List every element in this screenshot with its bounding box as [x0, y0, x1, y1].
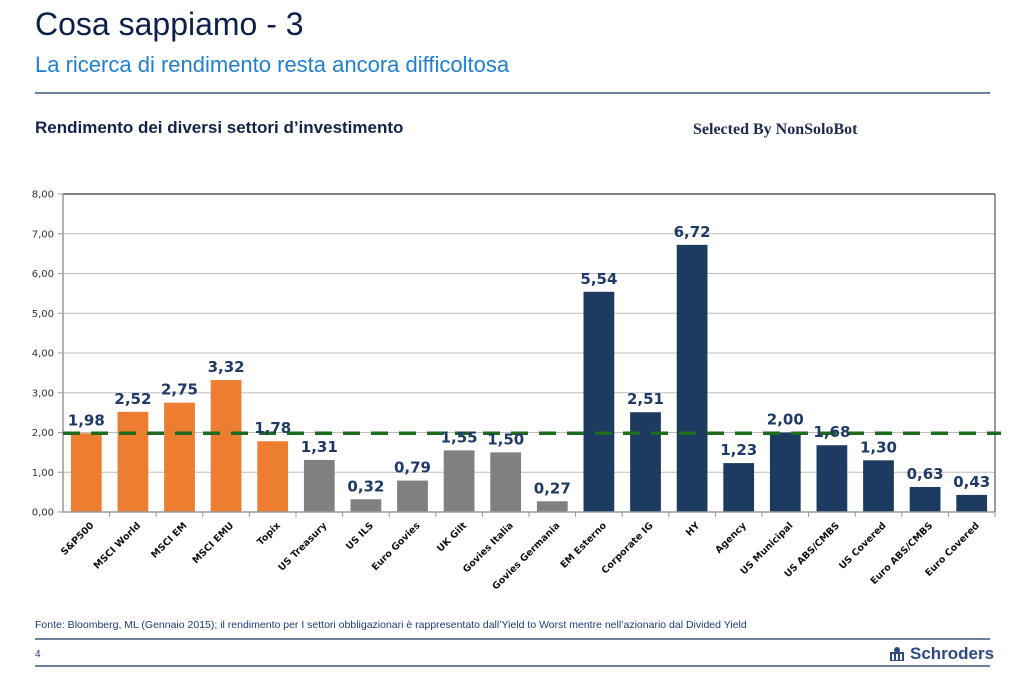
- y-tick-label: 0,00: [32, 508, 54, 519]
- slide-subtitle: La ricerca di rendimento resta ancora di…: [35, 52, 510, 77]
- value-label: 0,43: [953, 473, 990, 491]
- value-labels: 1,98 2,52 2,75 3,32 1,78 1,31 0,32 0,79 1,55 1,50…: [68, 223, 990, 497]
- bar: [816, 445, 848, 512]
- value-label: 1,23: [720, 441, 757, 459]
- bar: [117, 411, 149, 512]
- x-tick-label: US Treasury: [276, 520, 330, 574]
- x-tick-label: UK Gilt: [435, 520, 469, 554]
- value-label: 1,30: [860, 438, 897, 456]
- watermark: Selected By NonSoloBot: [693, 121, 858, 138]
- x-tick-label: Agency: [713, 520, 749, 556]
- value-label: 1,98: [68, 411, 105, 429]
- gridlines: [63, 193, 995, 473]
- x-tick-label: MSCI World: [92, 520, 143, 571]
- bar: [863, 460, 894, 512]
- bar: [723, 463, 755, 512]
- bar: [443, 450, 475, 512]
- logo-text: Schroders: [910, 644, 995, 663]
- x-tick-label: US Covered: [837, 520, 889, 572]
- value-label: 6,72: [674, 223, 711, 241]
- x-tick-label: Euro Govies: [370, 520, 423, 573]
- bar: [583, 291, 615, 512]
- y-tick-label: 7,00: [32, 229, 54, 240]
- bar: [164, 402, 195, 512]
- bar: [536, 501, 568, 512]
- y-tick-label: 8,00: [32, 190, 54, 201]
- value-label: 5,54: [580, 270, 617, 288]
- value-label: 1,55: [441, 428, 478, 446]
- y-tick-label: 1,00: [32, 468, 54, 479]
- bar: [676, 244, 708, 512]
- x-tick-label: HY: [684, 520, 702, 538]
- value-label: 0,32: [347, 477, 384, 495]
- axes: [62, 194, 996, 517]
- y-tick-label: 4,00: [32, 349, 54, 360]
- x-tick-label: MSCI EM: [149, 520, 189, 560]
- schroders-logo: Schroders: [888, 644, 994, 664]
- value-label: 1,50: [487, 430, 524, 448]
- value-label: 0,79: [394, 459, 431, 477]
- footer-divider-bottom: [35, 665, 990, 667]
- slide-title: Cosa sappiamo - 3: [35, 6, 304, 42]
- bar: [257, 441, 289, 512]
- value-label: 2,52: [114, 390, 151, 408]
- y-tick-label: 3,00: [32, 388, 54, 399]
- value-label: 1,68: [813, 423, 850, 441]
- bar: [909, 486, 941, 512]
- value-label: 0,63: [907, 465, 944, 483]
- x-tick-label: S&P500: [59, 520, 97, 558]
- source-footnote: Fonte: Bloomberg, ML (Gennaio 2015); il …: [35, 619, 747, 631]
- bar: [210, 380, 242, 512]
- value-label: 0,27: [534, 479, 571, 497]
- value-label: 1,31: [301, 438, 338, 456]
- y-tick-label: 5,00: [32, 309, 54, 320]
- x-tick-label: EM Esterno: [559, 520, 610, 571]
- chart-heading: Rendimento dei diversi settori d’investi…: [35, 118, 404, 137]
- value-label: 2,51: [627, 390, 664, 408]
- bar: [490, 452, 522, 512]
- footer-divider-top: [35, 638, 990, 640]
- bar: [956, 494, 988, 512]
- bar-chart: 0,00 1,00 2,00 3,00 4,00 5,00 6,00 7,00 8,00 1,9…: [32, 190, 1001, 593]
- crest-icon: [890, 647, 904, 661]
- bar: [630, 412, 661, 512]
- value-label: 2,75: [161, 381, 198, 399]
- bar: [350, 499, 382, 512]
- bar: [70, 433, 102, 512]
- header-divider: [35, 92, 990, 94]
- x-tick-label: Topix: [255, 520, 283, 548]
- y-tick-label: 6,00: [32, 269, 54, 280]
- y-tick-label: 2,00: [32, 428, 54, 439]
- page-number: 4: [35, 649, 41, 660]
- value-label: 3,32: [208, 358, 245, 376]
- bar: [397, 480, 428, 512]
- bars: [70, 244, 988, 512]
- value-label: 1,78: [254, 419, 291, 437]
- value-label: 2,00: [767, 411, 804, 429]
- x-tick-label: MSCI EMU: [190, 520, 236, 566]
- bar: [303, 459, 335, 512]
- y-axis-ticks: 0,00 1,00 2,00 3,00 4,00 5,00 6,00 7,00 8,00: [32, 190, 63, 519]
- bar: [769, 432, 801, 512]
- x-tick-label: US ILS: [344, 520, 376, 552]
